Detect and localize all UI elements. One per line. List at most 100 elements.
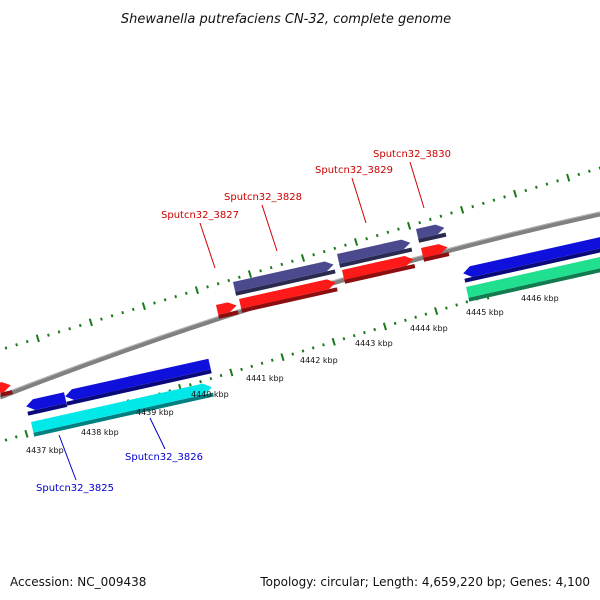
upper-ring-tick bbox=[141, 302, 146, 311]
kbp-label: 4439 kbp bbox=[136, 408, 174, 417]
upper-ring-tick bbox=[481, 201, 485, 205]
gene-label: Sputcn32_3827 bbox=[161, 210, 239, 221]
upper-ring-tick bbox=[386, 230, 390, 234]
lower-ring-tick bbox=[260, 361, 264, 365]
upper-ring-tick bbox=[78, 323, 82, 328]
lower-ring-tick bbox=[4, 438, 8, 442]
backbone-highlight bbox=[0, 211, 600, 396]
gene-3825-arrow-shadow bbox=[27, 403, 68, 416]
upper-ring-tick bbox=[312, 253, 315, 257]
upper-ring-tick bbox=[100, 317, 103, 321]
lower-ring-tick bbox=[14, 435, 18, 439]
lower-ring-tick bbox=[280, 353, 285, 362]
gene-labels: Sputcn32_3825 Sputcn32_3826 Sputcn32_3827 S… bbox=[36, 149, 451, 494]
upper-ring-tick bbox=[15, 343, 18, 347]
lower-ring-tick bbox=[414, 315, 418, 319]
upper-ring-tick bbox=[300, 254, 306, 262]
upper-ring-tick bbox=[556, 179, 559, 183]
upper-ring-tick bbox=[163, 298, 167, 302]
genome-backbone bbox=[0, 211, 600, 400]
upper-ring-tick bbox=[344, 243, 347, 247]
kbp-label: 4442 kbp bbox=[300, 356, 338, 365]
gene-3825-arrow bbox=[26, 392, 67, 410]
upper-ring-tick bbox=[492, 198, 496, 202]
lower-ring-tick bbox=[291, 352, 295, 356]
gene-blue-long-arrow-shadow bbox=[66, 369, 212, 406]
upper-ring-tick bbox=[153, 301, 156, 305]
upper-ring-tick bbox=[57, 330, 61, 334]
lower-ring-tick bbox=[229, 368, 234, 377]
lower-ring-tick bbox=[270, 358, 274, 362]
upper-ring-tick bbox=[460, 205, 465, 214]
gene-blue-right-arrow bbox=[463, 237, 600, 277]
upper-ring-tick bbox=[566, 173, 571, 182]
gene-label-leader bbox=[58, 434, 77, 481]
upper-ring-tick bbox=[237, 275, 241, 279]
kbp-label: 4445 kbp bbox=[466, 308, 504, 317]
upper-ring-tick bbox=[247, 270, 253, 278]
gene-label-leader bbox=[149, 417, 166, 450]
upper-ring-tick bbox=[365, 237, 369, 241]
gene-3828-arrow-shadow bbox=[235, 269, 336, 296]
upper-ring-tick bbox=[194, 286, 199, 295]
lower-ring-tick bbox=[393, 321, 397, 326]
lower-ring-tick bbox=[424, 312, 428, 316]
lower-ring-tick bbox=[434, 307, 439, 316]
gene-label: Sputcn32_3828 bbox=[224, 192, 302, 203]
upper-ring-tick bbox=[47, 333, 50, 337]
lower-ring-tick bbox=[331, 337, 336, 346]
gene-blue-right-arrow-shadow bbox=[464, 248, 600, 283]
upper-ring-tick bbox=[4, 346, 8, 350]
upper-ring-tick bbox=[88, 318, 93, 327]
upper-ring-tick bbox=[322, 249, 326, 254]
gene-red-left-arrow-shadow bbox=[0, 390, 13, 397]
lower-ring-tick bbox=[188, 383, 192, 387]
accession-text: Accession: NC_009438 bbox=[10, 575, 147, 589]
upper-ring-tick bbox=[280, 262, 284, 267]
gene-green-arrow-shadow bbox=[468, 268, 600, 302]
gene-3830-arrow bbox=[416, 224, 445, 239]
upper-ring-tick bbox=[184, 291, 188, 295]
lower-ring-tick bbox=[301, 349, 305, 353]
lower-ring-tick bbox=[322, 343, 325, 347]
lower-ring-tick bbox=[342, 337, 346, 341]
upper-ring-tick bbox=[259, 269, 262, 273]
gene-3829-arrow-shadow bbox=[339, 247, 413, 268]
upper-ring-tick bbox=[428, 217, 432, 222]
kbp-label: 4441 kbp bbox=[246, 374, 284, 383]
upper-ring-tick bbox=[588, 169, 591, 173]
gene-3828-arrow bbox=[233, 261, 334, 292]
gene-label: Sputcn32_3830 bbox=[373, 149, 451, 160]
upper-ring-tick bbox=[35, 334, 40, 343]
upper-ring-tick bbox=[375, 233, 379, 238]
lower-ring-tick bbox=[209, 376, 213, 381]
lower-ring-tick bbox=[404, 318, 407, 322]
kbp-label: 4444 kbp bbox=[410, 324, 448, 333]
gene-label: Sputcn32_3829 bbox=[315, 165, 393, 176]
lower-ring-tick bbox=[455, 303, 458, 307]
lower-ring-tick bbox=[240, 367, 243, 372]
upper-ring-tick bbox=[407, 221, 412, 230]
upper-ring-tick bbox=[418, 221, 422, 225]
gene-red-c-arrow-shadow bbox=[344, 264, 416, 284]
upper-ring-tick bbox=[439, 214, 443, 218]
gene-features bbox=[0, 224, 600, 437]
gene-red-c-arrow bbox=[342, 256, 414, 280]
gene-red-d-arrow bbox=[421, 244, 448, 258]
lower-ring-tick bbox=[250, 364, 254, 368]
upper-ring-tick bbox=[513, 189, 518, 198]
upper-ring-tick bbox=[545, 182, 549, 186]
upper-ring-tick bbox=[216, 282, 220, 286]
gene-3826-arrow-shadow bbox=[33, 392, 214, 437]
lower-ring-tick bbox=[465, 300, 469, 304]
lower-ring-tick bbox=[382, 322, 387, 331]
lower-ring-tick bbox=[363, 330, 366, 335]
gene-label-leader bbox=[351, 177, 367, 224]
upper-ring-tick bbox=[534, 185, 538, 189]
gene-3830-arrow-shadow bbox=[418, 232, 447, 243]
lower-ring-tick bbox=[373, 327, 377, 332]
upper-ring-tick bbox=[68, 327, 72, 331]
upper-ring-tick bbox=[524, 188, 528, 193]
upper-ring-tick bbox=[206, 285, 209, 289]
